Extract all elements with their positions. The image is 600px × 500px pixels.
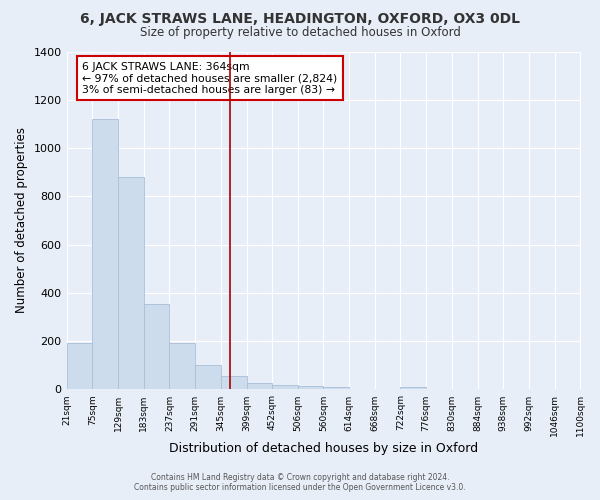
Bar	[169, 343, 195, 390]
Text: 6, JACK STRAWS LANE, HEADINGTON, OXFORD, OX3 0DL: 6, JACK STRAWS LANE, HEADINGTON, OXFORD,…	[80, 12, 520, 26]
X-axis label: Distribution of detached houses by size in Oxford: Distribution of detached houses by size …	[169, 442, 478, 455]
Bar	[400, 387, 426, 390]
Bar	[272, 384, 298, 390]
Text: Size of property relative to detached houses in Oxford: Size of property relative to detached ho…	[140, 26, 460, 39]
Bar	[247, 384, 272, 390]
Bar	[195, 366, 221, 390]
Bar	[221, 376, 247, 390]
Bar	[144, 304, 169, 390]
Bar	[298, 386, 323, 390]
Bar	[67, 343, 92, 390]
Text: Contains HM Land Registry data © Crown copyright and database right 2024.
Contai: Contains HM Land Registry data © Crown c…	[134, 473, 466, 492]
Y-axis label: Number of detached properties: Number of detached properties	[15, 128, 28, 314]
Bar	[118, 176, 144, 390]
Text: 6 JACK STRAWS LANE: 364sqm
← 97% of detached houses are smaller (2,824)
3% of se: 6 JACK STRAWS LANE: 364sqm ← 97% of deta…	[82, 62, 337, 95]
Bar	[323, 387, 349, 390]
Bar	[92, 119, 118, 390]
